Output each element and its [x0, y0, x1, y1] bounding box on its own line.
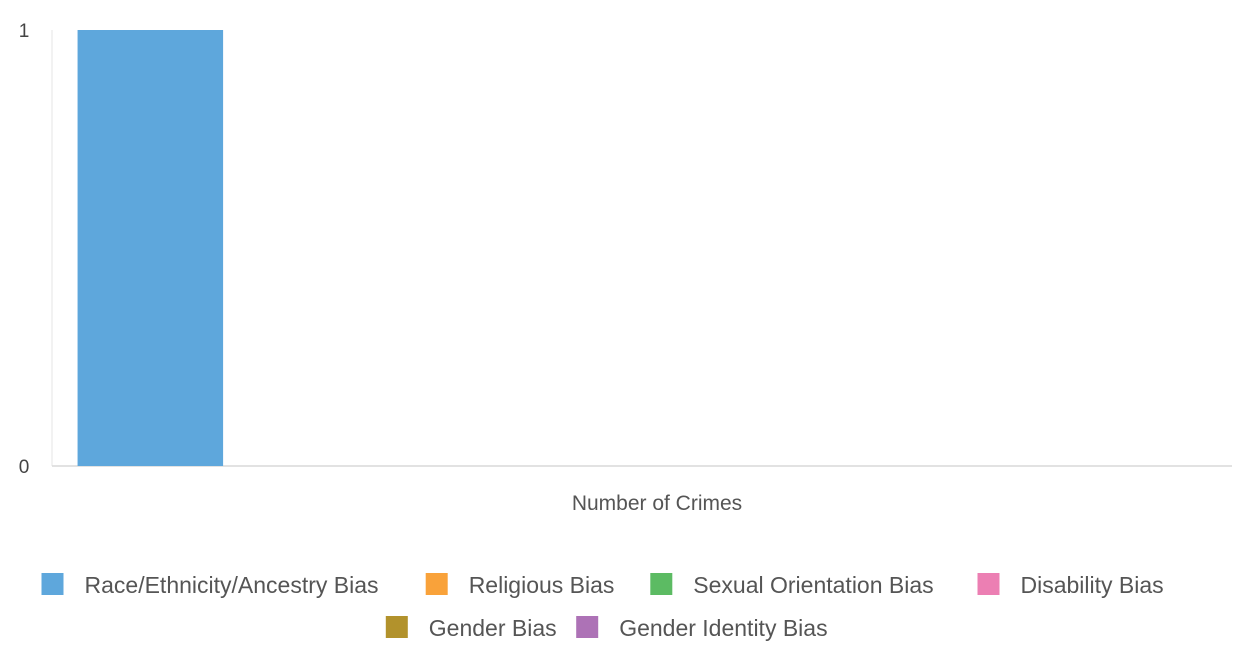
legend-swatch	[650, 573, 673, 595]
legend-label: Religious Bias	[469, 572, 615, 598]
y-tick-labels: 01	[19, 21, 30, 478]
bars	[77, 30, 224, 466]
y-tick-label: 1	[19, 21, 30, 42]
legend-label: Gender Bias	[429, 615, 557, 641]
y-tick-label: 0	[19, 457, 30, 478]
legend: Race/Ethnicity/Ancestry Bias Religious Bi…	[41, 572, 1164, 641]
legend-swatch	[425, 573, 448, 595]
legend-swatch	[385, 616, 408, 638]
legend-label: Sexual Orientation Bias	[693, 572, 933, 598]
legend-item[interactable]: Race/Ethnicity/Ancestry Bias	[41, 572, 379, 598]
legend-item[interactable]: Disability Bias	[977, 572, 1164, 598]
legend-item[interactable]: Religious Bias	[425, 572, 615, 598]
axis-layer	[51, 30, 1232, 467]
legend-swatch	[576, 616, 599, 638]
bar[interactable]	[77, 30, 224, 466]
legend-label: Disability Bias	[1021, 572, 1164, 598]
legend-label: Race/Ethnicity/Ancestry Bias	[85, 572, 379, 598]
legend-label: Gender Identity Bias	[619, 615, 827, 641]
legend-item[interactable]: Sexual Orientation Bias	[650, 572, 934, 598]
legend-swatch	[977, 573, 1000, 595]
legend-item[interactable]: Gender Identity Bias	[576, 615, 828, 641]
legend-item[interactable]: Gender Bias	[385, 615, 557, 641]
x-axis-title: Number of Crimes	[572, 492, 742, 515]
legend-swatch	[41, 573, 64, 595]
